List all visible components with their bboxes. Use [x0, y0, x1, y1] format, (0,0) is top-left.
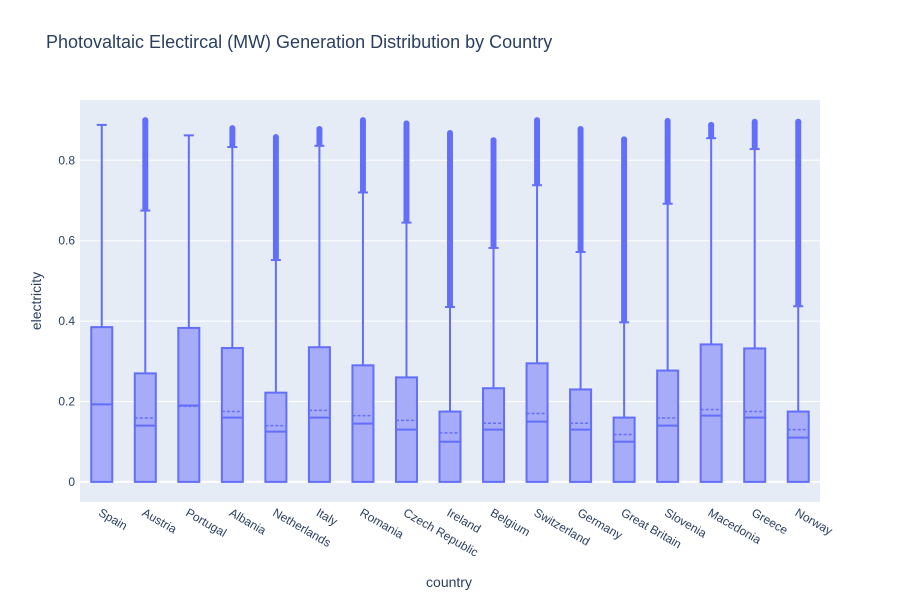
outlier-point: [316, 125, 323, 132]
outlier-point: [795, 118, 802, 125]
box-belgium: [482, 137, 506, 483]
box-iqr: [307, 346, 331, 483]
outlier-point: [751, 118, 758, 125]
x-tick-label: Portugal: [183, 505, 229, 539]
box-iqr: [786, 410, 810, 483]
outlier-point: [490, 137, 497, 144]
chart-title: Photovaltaic Electircal (MW) Generation …: [46, 32, 553, 52]
box-iqr: [482, 387, 506, 483]
y-tick-label: 0.6: [58, 234, 75, 248]
outlier-point: [447, 129, 453, 136]
box-romania: [351, 117, 375, 483]
outlier-point: [577, 125, 584, 132]
box-iqr: [743, 347, 767, 483]
box-ireland: [438, 129, 462, 483]
box-germany: [569, 125, 593, 483]
x-tick-label: Norway: [793, 505, 835, 537]
outlier-point: [403, 120, 410, 127]
outlier-point: [664, 117, 671, 124]
y-axis-title: electricity: [28, 272, 44, 330]
outlier-point: [534, 117, 541, 124]
box-great-britain: [612, 136, 636, 483]
y-tick-label: 0.4: [58, 314, 75, 328]
box-iqr: [220, 347, 244, 483]
x-tick-label: Belgium: [488, 505, 533, 539]
box-spain: [90, 123, 114, 483]
box-albania: [220, 125, 244, 483]
box-italy: [307, 125, 331, 483]
x-tick-label: Spain: [96, 505, 130, 532]
y-axis-ticks: 0 0.2 0.4 0.6 0.8: [58, 153, 75, 489]
x-tick-label: Italy: [314, 505, 340, 528]
x-axis-title: country: [426, 574, 472, 590]
outlier-point: [272, 133, 279, 140]
box-netherlands: [264, 133, 288, 483]
y-tick-label: 0: [68, 475, 75, 489]
box-iqr: [264, 391, 288, 483]
box-portugal: [177, 134, 201, 483]
boxes: [90, 117, 810, 483]
y-tick-label: 0.8: [58, 153, 75, 167]
x-tick-label: Austria: [140, 505, 180, 536]
x-tick-label: Czech Republic: [401, 505, 481, 559]
box-czech-republic: [394, 120, 418, 483]
box-iqr: [438, 410, 462, 483]
box-greece: [743, 118, 767, 483]
box-iqr: [699, 343, 723, 483]
outlier-point: [708, 121, 715, 128]
box-norway: [786, 118, 810, 483]
box-austria: [133, 117, 157, 483]
outlier-point: [142, 117, 149, 124]
outlier-point: [359, 117, 366, 124]
box-iqr: [525, 362, 549, 483]
y-tick-label: 0.2: [58, 395, 75, 409]
box-macedonia: [699, 121, 723, 483]
box-iqr: [612, 416, 636, 483]
box-iqr: [569, 388, 593, 483]
outlier-point: [621, 136, 628, 143]
box-switzerland: [525, 117, 549, 483]
x-tick-label: Romania: [357, 505, 406, 541]
x-tick-label: Albania: [227, 505, 269, 537]
box-iqr: [133, 372, 157, 483]
outlier-point: [229, 125, 236, 132]
box-slovenia: [656, 117, 680, 483]
